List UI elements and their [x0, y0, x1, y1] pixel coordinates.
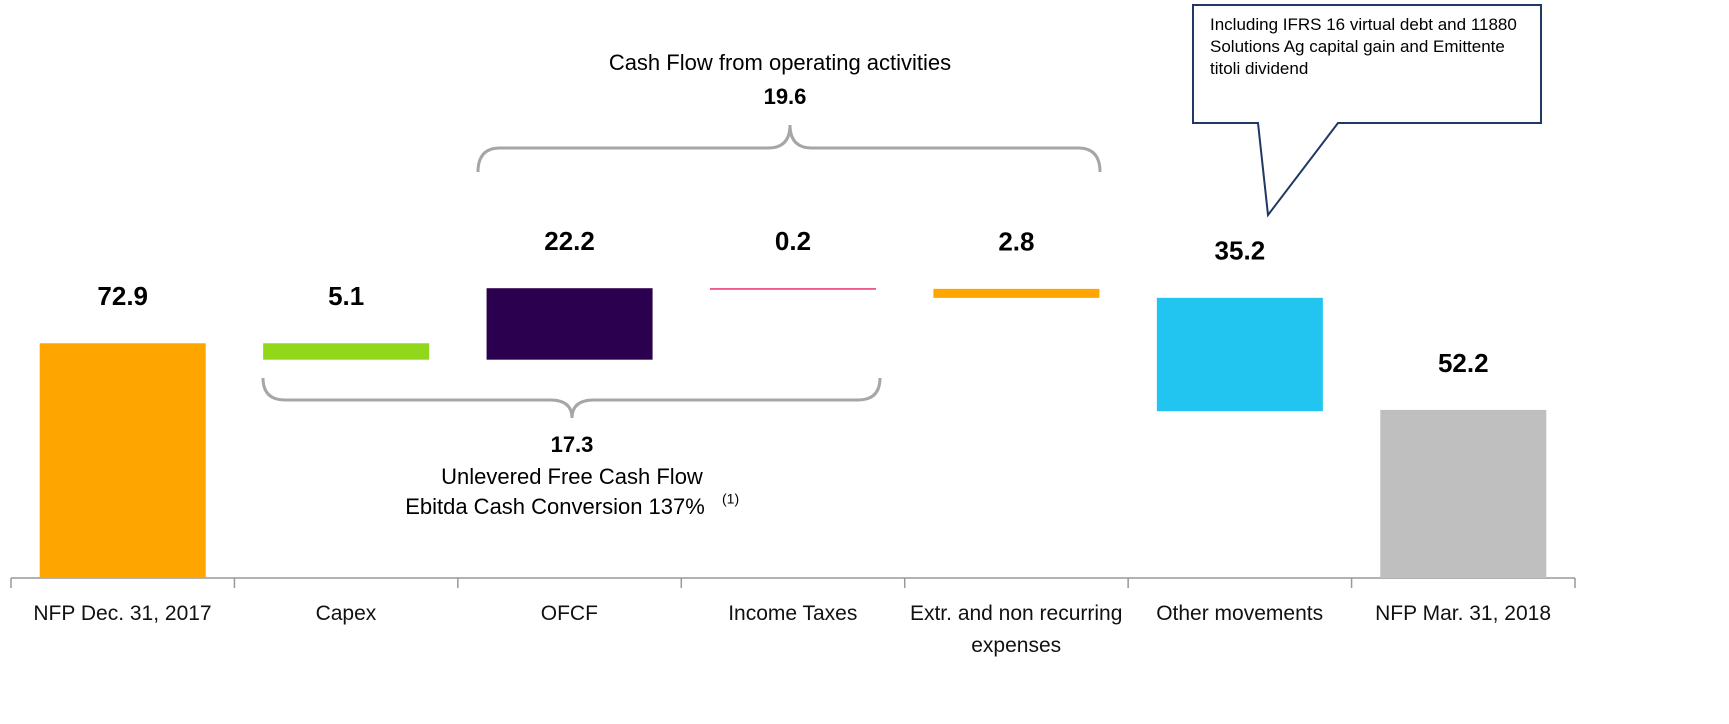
bar	[263, 343, 430, 360]
bracket-value: 17.3	[551, 432, 594, 457]
bar	[933, 288, 1100, 298]
footnote: (1)	[722, 491, 739, 507]
bracket-sublabel: Ebitda Cash Conversion 137%	[405, 494, 705, 519]
x-tick-label: Other movements	[1156, 602, 1324, 625]
value-label: 2.8	[998, 227, 1034, 257]
value-label: 52.2	[1438, 348, 1489, 378]
bar	[39, 343, 206, 578]
x-tick-label: OFCF	[540, 602, 598, 625]
x-tick-label: NFP Mar. 31, 2018	[1375, 602, 1551, 625]
x-tick-label: Extr. and non recurring expenses	[909, 602, 1123, 657]
callout-text: Including IFRS 16 virtual debt and 11880…	[1210, 15, 1517, 78]
value-label: 72.9	[97, 281, 148, 311]
value-label: 0.2	[775, 226, 811, 256]
bar	[486, 288, 653, 360]
x-tick-label: Income Taxes	[728, 602, 858, 625]
bracket-label: Unlevered Free Cash Flow	[441, 464, 703, 489]
value-label: 22.2	[544, 226, 595, 256]
bar	[1380, 409, 1547, 578]
callout-container: Including IFRS 16 virtual debt and 11880…	[1210, 15, 1517, 78]
value-label: 5.1	[328, 281, 364, 311]
value-label: 35.2	[1215, 236, 1266, 266]
x-tick-label: Capex	[315, 602, 377, 625]
bar	[710, 288, 876, 290]
bar	[1156, 297, 1323, 412]
bottom-brace	[261, 377, 882, 419]
callout-box	[1192, 4, 1542, 218]
top-brace	[476, 124, 1102, 173]
bracket-label: Cash Flow from operating activities	[609, 50, 951, 75]
x-tick-label: NFP Dec. 31, 2017	[33, 602, 212, 625]
bracket-value: 19.6	[764, 84, 807, 109]
